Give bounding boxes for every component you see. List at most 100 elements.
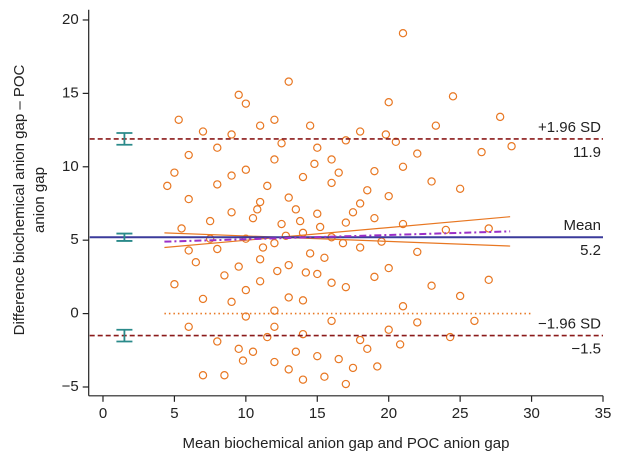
data-point: [341, 218, 351, 227]
data-point: [334, 168, 343, 177]
data-point: [363, 344, 372, 354]
data-point: [398, 219, 408, 229]
y-tick-label: −5: [62, 378, 79, 395]
data-point: [213, 143, 222, 152]
data-point: [255, 277, 265, 286]
data-point: [227, 130, 236, 139]
data-point: [327, 178, 336, 188]
data-point: [227, 208, 236, 217]
data-point: [341, 282, 351, 292]
reference-line-name: Mean: [563, 217, 601, 234]
reference-line-name: +1.96 SD: [538, 119, 601, 136]
data-point: [270, 357, 279, 367]
data-point: [363, 186, 372, 195]
data-point: [170, 280, 179, 289]
data-point: [348, 363, 358, 373]
data-point: [191, 258, 201, 267]
data-point: [238, 356, 248, 365]
y-tick-label: 20: [62, 11, 79, 28]
data-point: [355, 335, 365, 345]
data-point: [241, 312, 251, 321]
data-point: [198, 294, 208, 304]
data-point: [234, 90, 243, 100]
data-point: [470, 316, 479, 326]
data-point: [484, 275, 493, 285]
data-point: [177, 224, 186, 233]
data-point: [284, 193, 293, 202]
data-point: [327, 316, 336, 326]
data-point: [298, 296, 308, 305]
data-point: [277, 219, 286, 229]
reference-line-value: 11.9: [573, 144, 601, 161]
data-point: [241, 165, 251, 174]
data-point: [255, 255, 265, 264]
regression-line: [164, 230, 511, 243]
data-point: [427, 177, 436, 186]
data-point: [305, 249, 315, 258]
x-tick-label: 20: [380, 405, 397, 422]
x-tick-label: 10: [238, 405, 255, 422]
confidence-band-line: [164, 216, 511, 249]
data-point: [241, 99, 251, 108]
data-point: [270, 238, 279, 248]
data-point: [184, 246, 193, 255]
data-point: [355, 127, 365, 136]
x-tick-label: 0: [99, 405, 107, 422]
data-point: [213, 180, 222, 189]
x-tick-label: 5: [170, 405, 178, 422]
x-tick-label: 25: [452, 405, 469, 422]
data-point: [398, 28, 408, 38]
data-point: [270, 155, 279, 164]
data-point: [395, 340, 405, 349]
data-point: [227, 297, 236, 307]
data-point: [334, 354, 343, 364]
data-point: [398, 162, 408, 171]
y-tick-label: 10: [62, 158, 79, 175]
data-point: [445, 332, 455, 342]
data-point: [413, 149, 422, 158]
y-tick-label: 5: [70, 231, 78, 248]
data-point: [270, 306, 279, 315]
data-point: [298, 329, 308, 339]
data-point: [248, 347, 258, 356]
data-point: [170, 168, 179, 177]
data-point: [213, 244, 222, 254]
data-point: [384, 325, 393, 334]
data-point: [263, 181, 272, 191]
data-point: [327, 155, 336, 164]
data-point: [184, 194, 193, 204]
data-point: [507, 142, 516, 151]
data-point: [270, 322, 279, 332]
data-point: [263, 332, 272, 342]
data-point: [455, 184, 465, 194]
data-point: [291, 205, 301, 214]
data-point: [184, 322, 193, 332]
data-point: [448, 92, 458, 101]
reference-line-value: −1.5: [571, 341, 601, 358]
data-point: [310, 159, 319, 169]
y-tick-label: 15: [62, 84, 79, 101]
data-point: [220, 371, 229, 380]
data-point: [213, 337, 222, 346]
data-point: [370, 213, 379, 223]
data-point: [313, 209, 322, 218]
data-point: [355, 199, 365, 208]
data-point: [255, 121, 265, 130]
data-point: [355, 243, 365, 252]
data-point: [163, 181, 172, 191]
data-point: [413, 247, 422, 257]
data-point: [253, 205, 262, 214]
x-tick-label: 30: [523, 405, 540, 422]
data-point: [277, 139, 286, 148]
data-point: [398, 302, 408, 311]
data-point: [248, 213, 258, 223]
reference-line-value: 5.2: [580, 242, 601, 259]
data-point: [313, 351, 322, 361]
data-point: [384, 97, 393, 107]
data-point: [370, 166, 379, 176]
data-point: [348, 208, 358, 217]
data-point: [298, 375, 308, 384]
data-point: [413, 318, 422, 327]
data-point: [370, 272, 379, 282]
